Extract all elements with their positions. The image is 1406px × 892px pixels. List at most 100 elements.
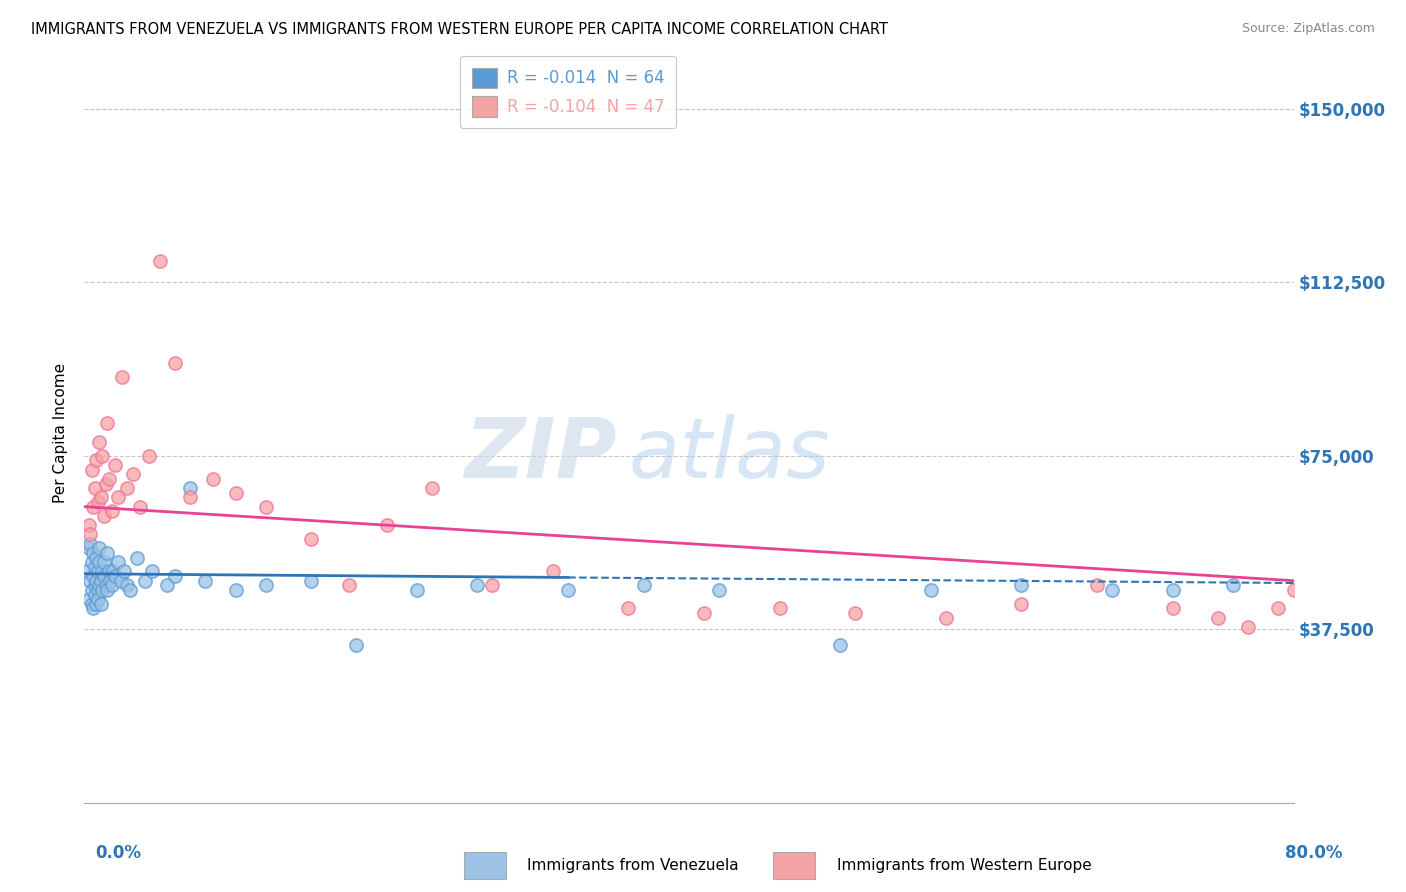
Point (79, 527, 101, 541)
Point (77, 592, 100, 607)
Point (467, 578, 489, 592)
Point (94, 578, 117, 592)
Point (96, 417, 118, 431)
Point (97, 472, 120, 486)
Point (617, 601, 640, 615)
Point (481, 578, 503, 592)
Point (84, 578, 107, 592)
Point (79, 574, 101, 588)
Point (90, 597, 112, 611)
Point (91, 449, 114, 463)
Text: atlas: atlas (628, 414, 830, 495)
Text: IMMIGRANTS FROM VENEZUELA VS IMMIGRANTS FROM WESTERN EUROPE PER CAPITA INCOME CO: IMMIGRANTS FROM VENEZUELA VS IMMIGRANTS … (31, 22, 889, 37)
Point (179, 481, 201, 495)
Point (82, 569, 104, 583)
Text: Immigrants from Western Europe: Immigrants from Western Europe (837, 858, 1091, 872)
Point (194, 574, 217, 588)
Point (299, 574, 322, 588)
Point (165, 356, 187, 370)
Point (633, 578, 655, 592)
Point (557, 582, 579, 597)
Point (121, 467, 143, 482)
Point (1282, 582, 1305, 597)
Point (80, 462, 103, 476)
Point (90, 491, 112, 505)
Point (201, 472, 224, 486)
Point (77, 541, 100, 556)
Point (84, 588, 107, 602)
Point (104, 569, 127, 583)
Point (87, 495, 110, 509)
Point (1161, 582, 1184, 597)
Point (76, 565, 98, 579)
Point (420, 481, 443, 495)
Point (86, 550, 108, 565)
Point (110, 574, 132, 588)
Y-axis label: Per Capita Income: Per Capita Income (53, 362, 69, 503)
Point (87, 582, 110, 597)
Point (100, 578, 122, 592)
Point (709, 582, 731, 597)
Point (1222, 578, 1244, 592)
Point (1011, 597, 1033, 611)
Point (129, 500, 152, 514)
Point (91, 565, 114, 579)
Point (118, 582, 141, 597)
Point (1101, 582, 1123, 597)
Point (1011, 578, 1033, 592)
Point (254, 500, 277, 514)
Text: 0.0%: 0.0% (96, 844, 142, 862)
Point (96, 546, 118, 560)
Point (79, 536, 101, 550)
Point (82, 601, 104, 615)
Point (82, 500, 104, 514)
Point (93, 508, 115, 523)
Point (935, 610, 957, 624)
Point (225, 582, 247, 597)
Point (87, 565, 110, 579)
FancyBboxPatch shape (464, 852, 506, 879)
Point (1237, 620, 1260, 634)
Point (1161, 601, 1184, 615)
Point (80, 555, 103, 569)
Point (165, 569, 187, 583)
Text: ZIP: ZIP (464, 414, 616, 495)
Point (920, 582, 942, 597)
Point (1267, 601, 1289, 615)
Point (77, 518, 100, 533)
Point (115, 481, 138, 495)
Point (89, 434, 111, 449)
Text: Immigrants from Venezuela: Immigrants from Venezuela (527, 858, 740, 872)
Point (84, 559, 107, 574)
Point (693, 606, 716, 620)
Point (84, 481, 107, 495)
Point (94, 476, 117, 491)
Point (769, 601, 792, 615)
Text: 80.0%: 80.0% (1285, 844, 1343, 862)
Point (93, 555, 115, 569)
Point (541, 565, 564, 579)
Point (375, 518, 398, 533)
Point (98, 574, 121, 588)
Point (179, 491, 201, 505)
Point (1085, 578, 1108, 592)
Point (80, 582, 103, 597)
Point (96, 582, 118, 597)
Point (89, 541, 111, 556)
Point (111, 370, 134, 384)
Point (299, 532, 322, 546)
Point (149, 254, 172, 268)
Point (1206, 610, 1229, 624)
Point (89, 555, 111, 569)
Point (90, 574, 112, 588)
Point (830, 639, 852, 653)
Point (346, 639, 368, 653)
Point (86, 574, 108, 588)
Point (107, 491, 129, 505)
Point (156, 578, 179, 592)
Point (127, 550, 149, 565)
Point (134, 574, 156, 588)
Point (337, 578, 360, 592)
Point (100, 504, 122, 518)
Point (107, 555, 129, 569)
